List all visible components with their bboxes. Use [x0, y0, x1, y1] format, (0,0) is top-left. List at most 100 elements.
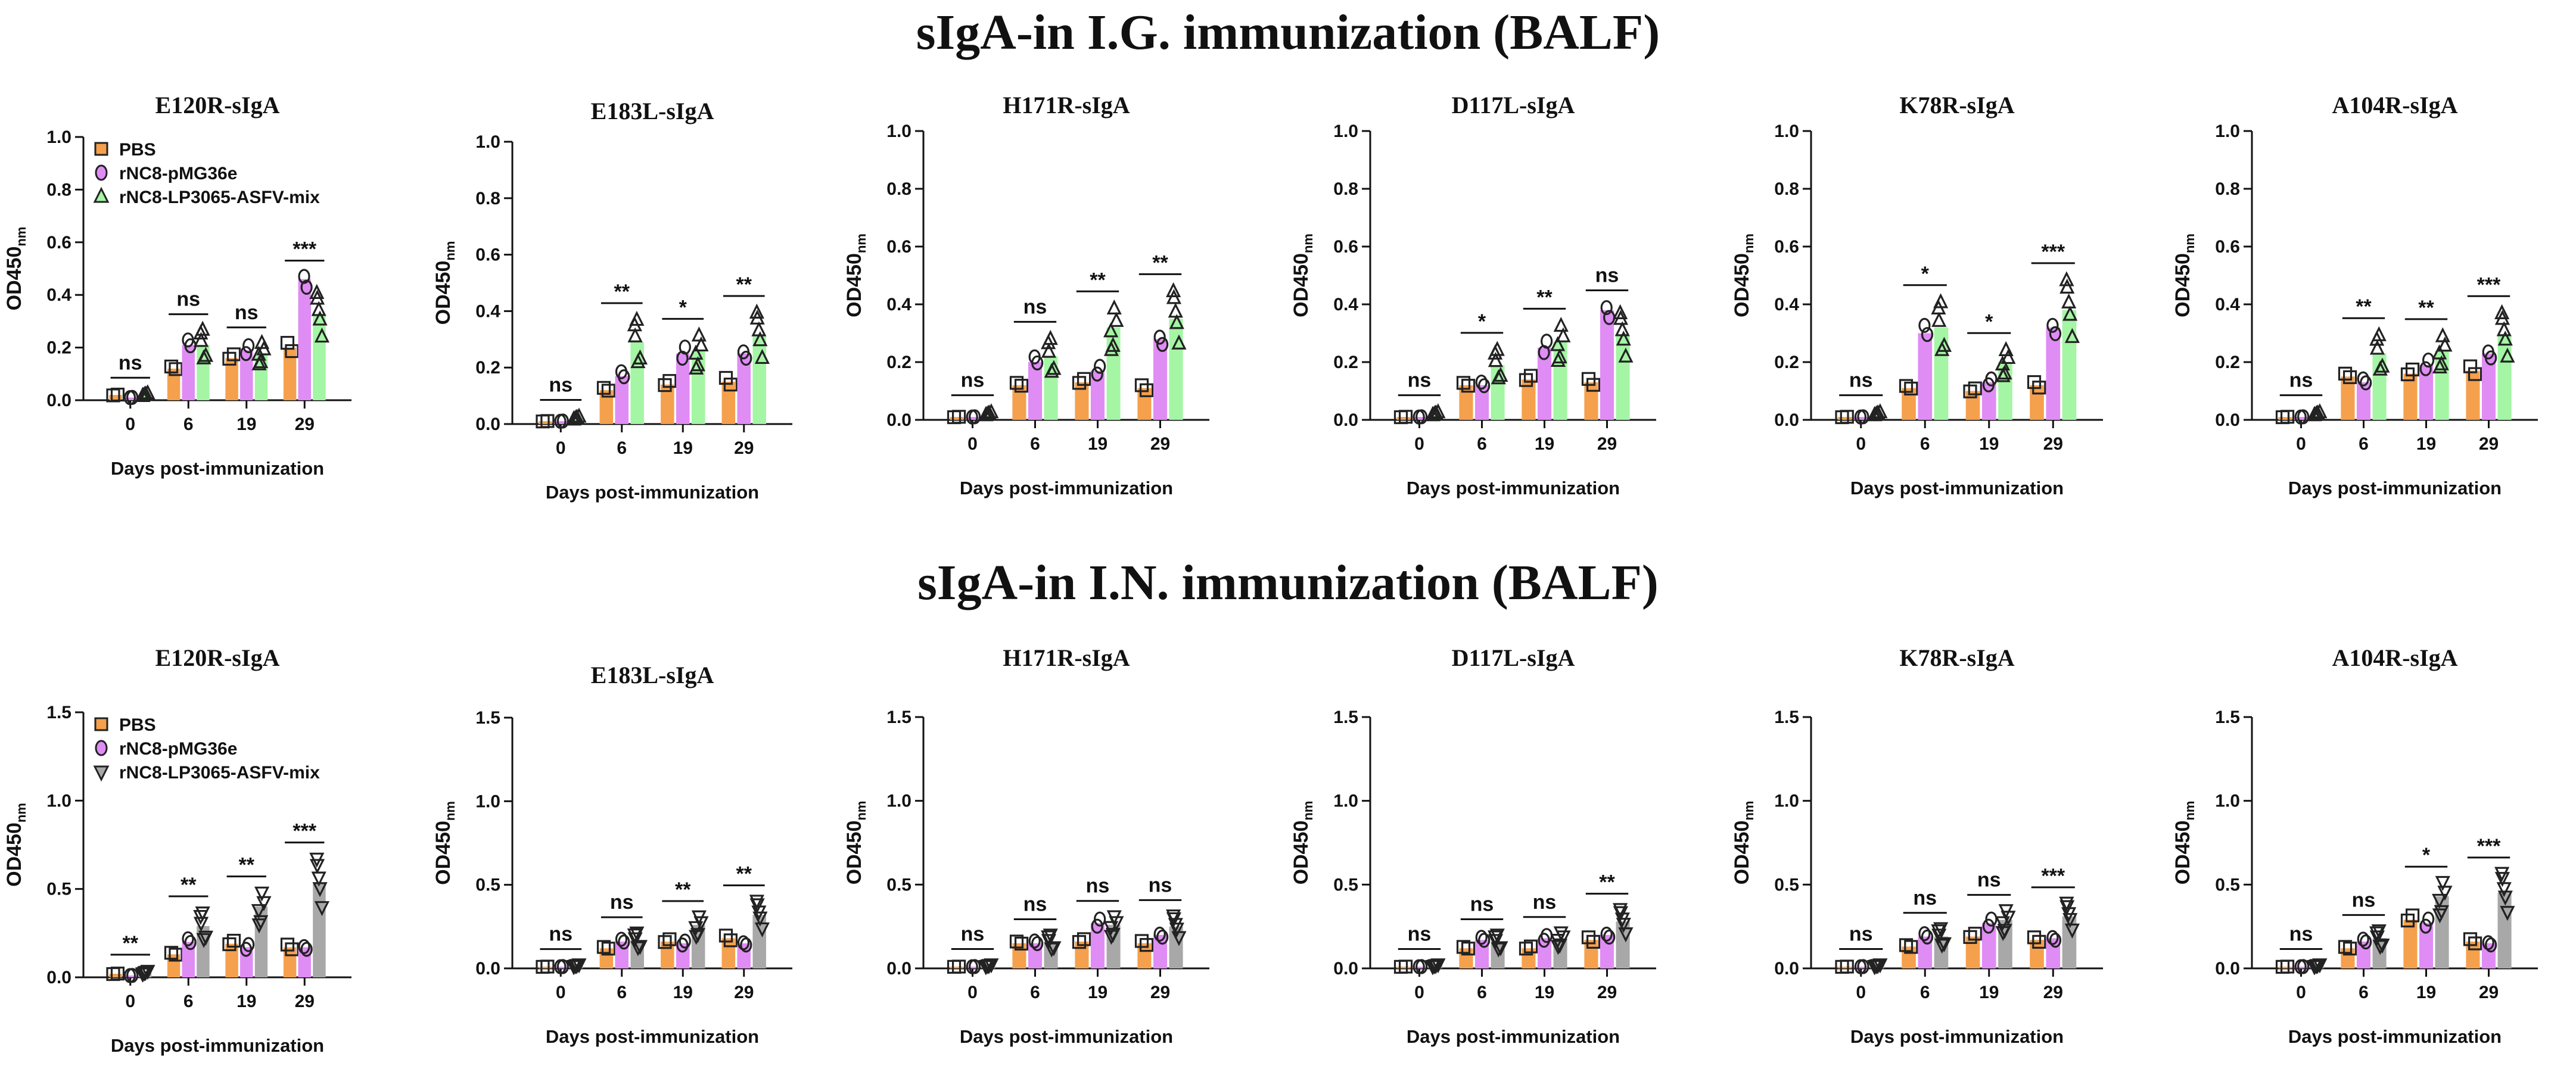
bar-rnc8-pmg36e-day-29: [737, 943, 751, 968]
data-point-circle: [1031, 936, 1044, 952]
data-point-triangle-down: [2437, 886, 2453, 901]
y-tick-label: 1.0: [46, 127, 71, 147]
bar-pbs-day-0: [109, 974, 122, 977]
data-point-triangle: [2497, 331, 2513, 346]
chart-title: H171R-sIgA: [1003, 92, 1130, 119]
significance-label: ns: [549, 923, 573, 946]
data-point-square: [658, 935, 672, 949]
x-tick-label: 6: [1030, 983, 1040, 1002]
chart-title: E183L-sIgA: [591, 98, 714, 124]
chart-title: D117L-sIgA: [1452, 92, 1575, 119]
y-tick-label: 0.8: [886, 179, 911, 199]
data-point-square: [1523, 939, 1538, 953]
bar-rnc8-lp3065-asfv-mix-day-29: [1616, 921, 1630, 968]
bar-rnc8-lp3065-asfv-mix-day-29: [752, 336, 766, 424]
x-tick-label: 19: [673, 983, 693, 1002]
significance-label: ns: [176, 288, 200, 311]
data-point-triangle: [193, 324, 209, 339]
y-tick-label: 0.5: [46, 880, 71, 899]
bar-rnc8-pmg36e-day-19: [2419, 364, 2434, 420]
data-point-triangle-down: [2500, 906, 2515, 921]
significance-label: **: [2418, 297, 2434, 319]
data-point-circle: [676, 350, 689, 366]
data-point-triangle: [1618, 347, 1634, 363]
data-point-triangle-down: [140, 965, 155, 980]
bar-rnc8-pmg36e-day-19: [1981, 923, 1996, 968]
x-tick-label: 29: [295, 992, 315, 1011]
bar-rnc8-pmg36e-day-29: [2481, 943, 2496, 968]
significance-label: ns: [235, 301, 259, 324]
x-tick-label: 19: [1979, 434, 1999, 454]
chart-title: E120R-sIgA: [155, 92, 280, 119]
bar-rnc8-lp3065-asfv-mix-day-29: [2062, 916, 2077, 968]
data-point-circle: [298, 939, 310, 955]
data-point-square: [540, 959, 555, 974]
data-point-triangle-down: [752, 911, 768, 927]
data-point-square: [164, 946, 179, 960]
x-tick-label: 29: [2043, 983, 2063, 1002]
y-tick-label: 0.5: [1333, 875, 1358, 895]
figure-title-in: sIgA-in I.N. immunization (BALF): [917, 555, 1659, 610]
legend-marker-square: [94, 717, 108, 731]
data-point-triangle-down: [138, 965, 154, 981]
data-point-triangle-down: [196, 933, 211, 948]
x-tick-label: 6: [183, 415, 194, 434]
data-point-triangle-down: [2435, 875, 2450, 892]
chart-panel-k78r-siga-in: K78R-sIgA 0.0 0.5 1.0 1.5 OD450nm 0 ns 6 ns 19 ns 29…: [1731, 644, 2103, 1047]
data-point-circle: [1094, 911, 1106, 927]
data-point-circle: [123, 968, 136, 983]
data-point-square: [1840, 410, 1854, 424]
y-tick-label: 0.6: [886, 237, 911, 257]
y-tick-label: 0.4: [1774, 295, 1799, 314]
data-point-triangle: [312, 310, 328, 326]
data-point-circle: [1091, 918, 1103, 934]
x-tick-label: 29: [734, 438, 754, 458]
x-tick-label: 29: [1597, 434, 1617, 454]
bar-pbs-day-6: [167, 368, 181, 400]
bar-rnc8-pmg36e-day-19: [676, 353, 690, 424]
significance-label: *: [2422, 844, 2431, 867]
data-point-circle: [1538, 933, 1550, 948]
data-point-triangle-down: [1995, 916, 2010, 931]
data-point-triangle: [1041, 334, 1056, 350]
y-tick-label: 0.4: [1333, 295, 1358, 314]
x-tick-label: 0: [1414, 434, 1424, 454]
data-point-triangle-down: [2059, 896, 2074, 912]
data-point-triangle-down: [1550, 934, 1566, 949]
significance-label: ***: [2041, 865, 2065, 887]
x-tick-label: 0: [967, 434, 978, 454]
data-point-triangle-down: [1550, 940, 1566, 955]
bar-rnc8-lp3065-asfv-mix-day-19: [1998, 362, 2012, 420]
data-point-circle: [2422, 352, 2435, 368]
data-point-triangle: [193, 332, 209, 347]
bar-rnc8-lp3065-asfv-mix-day-29: [313, 883, 326, 977]
y-tick-label: 1.0: [2215, 791, 2240, 811]
data-point-circle: [966, 409, 978, 425]
data-point-square: [1134, 934, 1149, 948]
bar-pbs-day-6: [1902, 388, 1916, 420]
data-point-square: [1904, 940, 1918, 954]
bar-pbs-day-19: [225, 943, 238, 977]
y-axis-label-main: OD450: [1731, 253, 1753, 317]
y-tick-label: 1.5: [886, 708, 911, 727]
data-point-circle: [1478, 378, 1491, 394]
data-point-circle: [737, 344, 750, 360]
bar-pbs-day-0: [2278, 967, 2292, 968]
data-point-circle: [2360, 934, 2372, 950]
data-point-triangle: [1553, 316, 1569, 332]
x-tick-label: 0: [556, 983, 566, 1002]
y-tick-label: 1.0: [886, 121, 911, 141]
data-point-circle: [618, 934, 630, 950]
legend-label: rNC8-LP3065-ASFV-mix: [119, 763, 320, 783]
bar-pbs-day-0: [109, 395, 122, 400]
data-point-triangle: [135, 387, 150, 402]
data-point-triangle: [1931, 299, 1946, 314]
bar-rnc8-lp3065-asfv-mix-day-29: [752, 915, 766, 968]
bar-pbs-day-19: [1965, 391, 1980, 420]
significance-label: **: [736, 273, 752, 296]
data-point-square: [1968, 381, 1982, 395]
data-point-circle: [1600, 926, 1613, 942]
data-point-triangle: [2494, 304, 2510, 319]
significance-label: ***: [2477, 273, 2501, 296]
chart-panel-d117l-siga-ig: D117L-sIgA 0.0 0.2 0.4 0.6 0.8 1.0 OD450nm 0 ns 6 *…: [1290, 92, 1656, 498]
